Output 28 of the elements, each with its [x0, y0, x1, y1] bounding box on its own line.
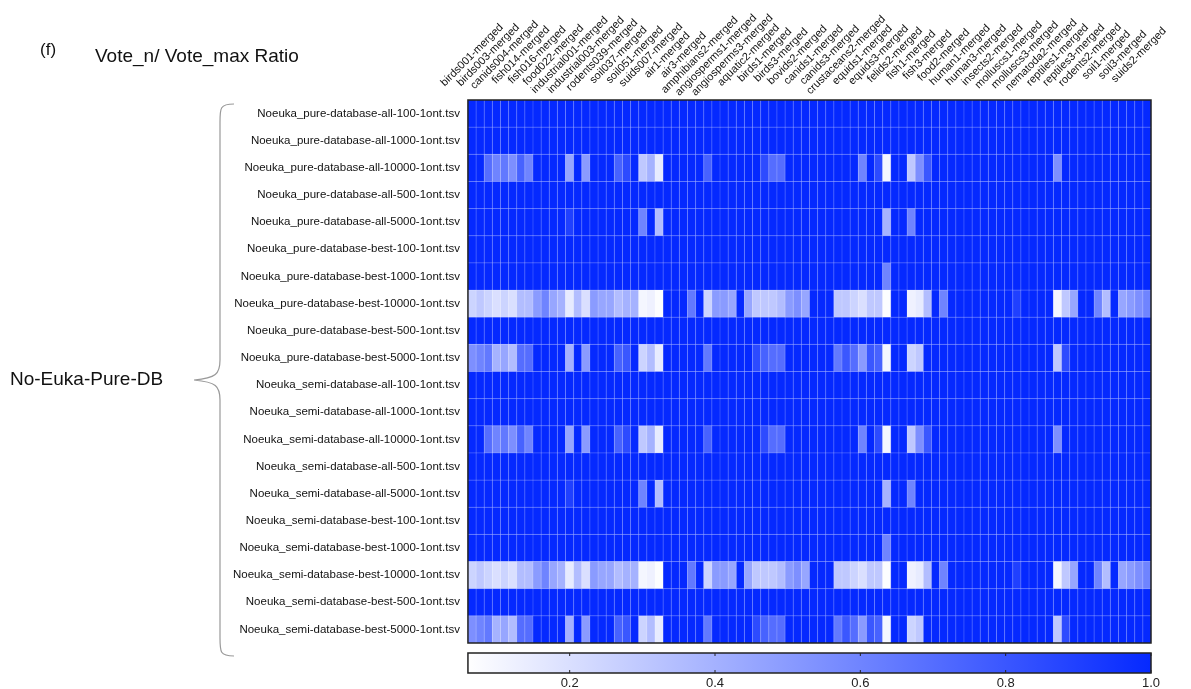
y-tick-label: Noeuka_semi-database-best-100-1ont.tsv	[245, 514, 461, 526]
color-bar-label: 0.2	[560, 675, 579, 689]
y-tick-label: Noeuka_semi-database-best-10000-1ont.tsv	[232, 568, 461, 581]
y-tick-label: Noeuka_pure-database-best-10000-1ont.tsv	[234, 296, 461, 309]
y-tick-label: Noeuka_pure-database-best-100-1ont.tsv	[247, 242, 461, 255]
y-tick-label: Noeuka_semi-database-all-500-1ont.tsv	[256, 459, 461, 472]
y-tick-label: Noeuka_semi-database-best-5000-1ont.tsv	[239, 622, 461, 635]
y-tick-label: Noeuka_pure-database-best-500-1ont.tsv	[247, 323, 461, 336]
color-bar-label: 1.0	[1141, 675, 1161, 689]
y-tick-label: Noeuka_semi-database-best-1000-1ont.tsv	[239, 541, 461, 554]
color-bar-label: 0.8	[996, 675, 1015, 689]
text: Vote_n/ Vote_max Ratio	[95, 45, 299, 68]
y-tick-label: Noeuka_pure-database-best-5000-1ont.tsv	[240, 351, 461, 364]
y-tick-label: Noeuka_pure-database-all-10000-1ont.tsv	[244, 161, 461, 174]
color-bar-label: 0.6	[851, 675, 870, 689]
text: (f)	[40, 39, 57, 59]
color-bar-label: 0.4	[705, 675, 725, 689]
y-tick-label: Noeuka_semi-database-all-5000-1ont.tsv	[249, 486, 461, 499]
y-tick-label: Noeuka_pure-database-all-100-1ont.tsv	[257, 106, 461, 119]
y-tick-label: Noeuka_pure-database-all-5000-1ont.tsv	[250, 215, 461, 228]
y-tick-label: Noeuka_semi-database-all-1000-1ont.tsv	[249, 405, 461, 418]
y-axis-title: No-Euka-Pure-DB	[10, 368, 164, 390]
y-tick-label: Noeuka_semi-database-all-100-1ont.tsv	[256, 378, 461, 391]
y-tick-label: Noeuka_pure-database-all-500-1ont.tsv	[257, 188, 461, 201]
y-tick-label: Noeuka_pure-database-best-1000-1ont.tsv	[240, 269, 461, 282]
y-tick-label: Noeuka_semi-database-best-500-1ont.tsv	[245, 595, 461, 608]
y-tick-label: Noeuka_semi-database-all-10000-1ont.tsv	[243, 432, 461, 445]
y-tick-label: Noeuka_pure-database-all-1000-1ont.tsv	[250, 133, 461, 146]
